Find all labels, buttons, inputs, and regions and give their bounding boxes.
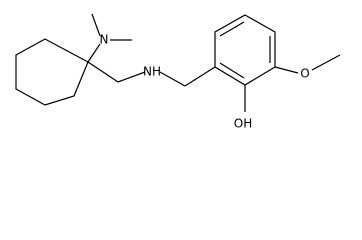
cyclohexane-ring — [15, 38, 89, 106]
atom-label: O — [300, 67, 309, 81]
bond — [91, 13, 101, 37]
bond — [117, 71, 146, 83]
benzene-ring — [214, 14, 276, 86]
page: {"atoms": {"dimethylamine_n": "N", "amin… — [15, 13, 341, 131]
atom-label: NH — [143, 65, 161, 79]
bond — [274, 66, 299, 74]
atom-label: N — [100, 33, 109, 47]
double-bond — [219, 21, 245, 37]
bond — [184, 66, 216, 87]
bond — [311, 54, 341, 71]
bond — [87, 61, 119, 83]
bond — [87, 43, 101, 63]
molecule-diagram: N NH OH O — [15, 13, 341, 131]
bond — [159, 71, 186, 87]
double-bond — [219, 62, 245, 79]
atom-label: OH — [234, 117, 252, 131]
